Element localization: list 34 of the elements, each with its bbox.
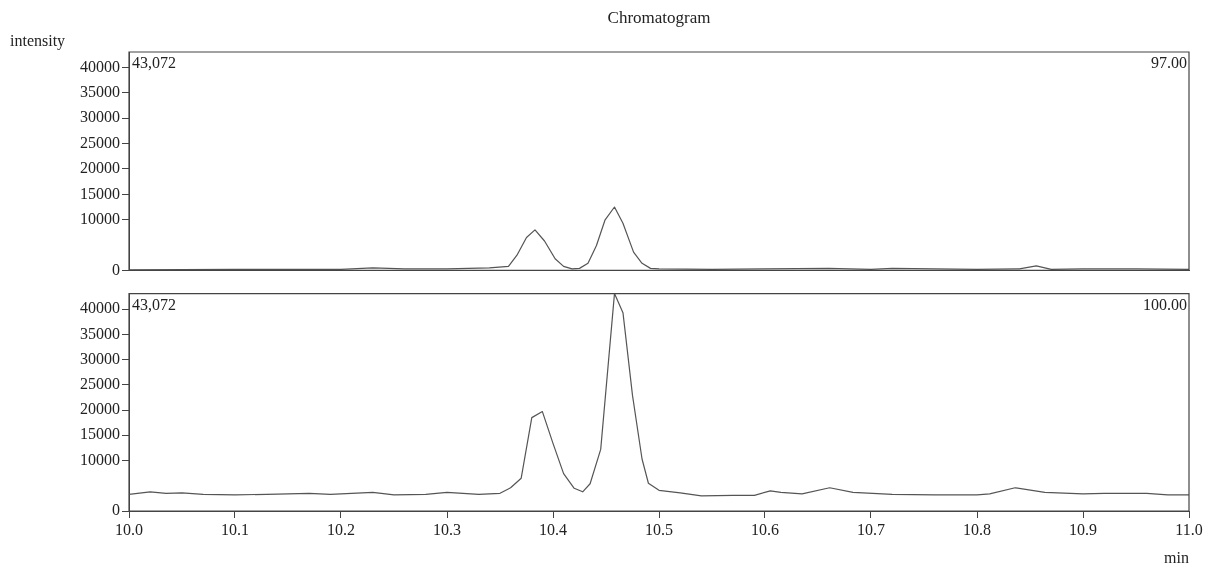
x-tick-label: 10.7 [857,520,885,538]
x-tick-label: 10.4 [539,520,567,538]
x-tick-label: 10.3 [433,520,461,538]
y-tick-label: 30000 [80,349,120,367]
y-axis-title: intensity [10,32,66,51]
annotation: 100.00 [1143,295,1187,313]
y-tick-label: 40000 [80,299,120,317]
y-tick-label: 25000 [80,133,120,151]
y-tick-label: 35000 [80,324,120,342]
x-axis-title: min [1164,548,1189,566]
chart-title: Chromatogram [607,8,711,28]
y-tick-label: 40000 [80,57,120,75]
x-tick-label: 11.0 [1175,520,1203,538]
y-tick-label: 15000 [80,184,120,202]
x-tick-label: 10.8 [963,520,991,538]
y-tick-label: 15000 [80,425,120,443]
annotation: 43,072 [132,295,176,313]
y-tick-label: 25000 [80,375,120,393]
x-tick-label: 10.5 [645,520,673,538]
y-tick-label: 20000 [80,159,120,177]
annotation: 43,072 [132,54,176,72]
y-tick-label: 20000 [80,400,120,418]
y-tick-label: 35000 [80,83,120,101]
y-tick-label: 10000 [80,450,120,468]
y-tick-label: 0 [112,260,120,278]
y-tick-label: 10000 [80,209,120,227]
x-tick-label: 10.0 [115,520,143,538]
x-tick-label: 10.9 [1069,520,1097,538]
y-tick-label: 0 [112,501,120,519]
y-tick-label: 30000 [80,108,120,126]
x-tick-label: 10.2 [327,520,355,538]
x-tick-label: 10.1 [221,520,249,538]
annotation: 97.00 [1151,54,1187,72]
x-tick-label: 10.6 [751,520,779,538]
